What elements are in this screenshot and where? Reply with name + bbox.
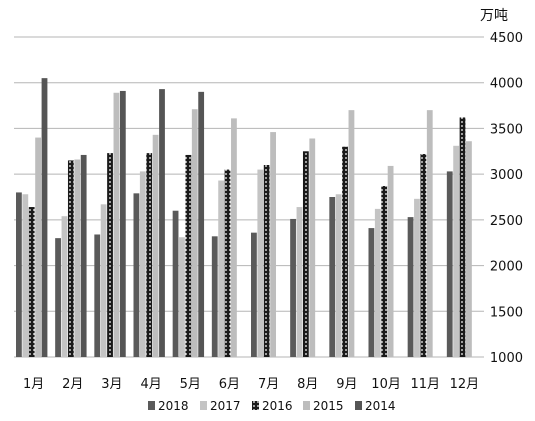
bar-2017-4 (139, 171, 146, 357)
bar-2018-5 (172, 210, 179, 357)
y-tick-label: 2500 (490, 214, 523, 229)
bar-2015-10 (387, 165, 394, 357)
bar-2017-5 (179, 237, 185, 357)
legend-label-2015: 2015 (313, 399, 344, 413)
bar-2017-8 (296, 207, 303, 357)
bar-2016-10 (381, 186, 388, 357)
bar-2015-1 (35, 137, 41, 357)
bar-2016-2 (67, 160, 74, 357)
bar-2016-8 (302, 151, 309, 357)
bar-2014-4 (159, 89, 165, 357)
bar-2018-10 (368, 228, 375, 357)
x-tick-label: 8月 (297, 377, 318, 392)
legend-swatch-2015 (303, 401, 310, 410)
y-tick-label: 4500 (490, 31, 523, 46)
bar-2017-2 (61, 216, 68, 357)
legend-swatch-2016 (252, 401, 259, 410)
bar-2018-2 (55, 238, 61, 357)
bar-2016-5 (185, 154, 192, 357)
legend-swatch-2017 (200, 401, 207, 410)
bar-2014-3 (119, 90, 126, 357)
y-tick-label: 1000 (490, 351, 523, 366)
bar-2018-9 (329, 197, 336, 357)
bar-2017-6 (218, 180, 225, 357)
bar-2018-7 (251, 232, 257, 357)
legend-label-2018: 2018 (158, 399, 189, 413)
bar-2015-7 (270, 132, 276, 357)
legend-swatch-2014 (355, 401, 362, 410)
x-tick-label: 11月 (410, 377, 440, 392)
bar-2015-3 (113, 92, 120, 358)
x-tick-label: 12月 (450, 377, 480, 392)
y-tick-label: 1500 (490, 305, 523, 320)
bar-2016-6 (224, 169, 231, 357)
x-tick-label: 4月 (140, 377, 161, 392)
bar-2016-9 (342, 146, 348, 357)
bar-2015-4 (152, 134, 159, 357)
y-tick-label: 3500 (490, 122, 523, 137)
y-tick-label: 4000 (490, 77, 523, 92)
y-tick-label: 3000 (490, 168, 523, 183)
legend-label-2016: 2016 (262, 399, 293, 413)
legend-label-2017: 2017 (210, 399, 241, 413)
bar-2016-12 (459, 117, 466, 357)
x-tick-label: 3月 (101, 377, 122, 392)
bars (16, 78, 472, 358)
bar-2014-1 (41, 78, 48, 358)
bar-2018-12 (446, 171, 453, 357)
bar-2017-3 (100, 204, 107, 357)
bar-2015-6 (231, 118, 237, 357)
x-tick-label: 1月 (23, 377, 44, 392)
bar-2015-8 (309, 138, 316, 357)
bar-2015-9 (348, 110, 355, 358)
bar-2018-8 (290, 218, 296, 357)
bar-2017-1 (22, 194, 29, 357)
x-tick-label: 2月 (62, 377, 83, 392)
y-tick-label: 2000 (490, 260, 523, 275)
bar-2014-5 (198, 91, 205, 357)
legend: 2018 2017 2016 2015 2014 (148, 399, 396, 413)
bar-2018-4 (133, 193, 140, 357)
bar-2018-1 (16, 192, 22, 357)
x-tick-label: 5月 (180, 377, 201, 392)
bar-2015-12 (466, 141, 472, 357)
bar-2015-5 (191, 109, 198, 357)
bar-2017-12 (453, 145, 460, 357)
bar-2017-9 (335, 194, 342, 357)
bar-2016-3 (107, 153, 113, 357)
x-tick-label: 7月 (258, 377, 279, 392)
bar-2017-10 (374, 208, 381, 357)
x-axis-ticks: 1月 2月 3月 4月 5月 6月 7月 8月 9月 10月 11月 12月 (23, 377, 479, 392)
bar-2015-2 (74, 159, 81, 357)
bar-2018-3 (94, 234, 101, 357)
bar-2015-11 (426, 110, 433, 358)
bar-2016-11 (420, 154, 427, 357)
bar-2016-4 (146, 153, 153, 357)
legend-swatch-2018 (148, 401, 155, 410)
bar-2017-7 (257, 169, 264, 357)
legend-label-2014: 2014 (365, 399, 396, 413)
bar-2018-6 (211, 236, 218, 357)
y-axis-unit-label: 万吨 (480, 8, 508, 24)
bar-2016-1 (28, 207, 35, 357)
bar-2017-11 (414, 198, 420, 357)
bar-2018-11 (407, 217, 414, 357)
x-tick-label: 9月 (336, 377, 357, 392)
bar-2016-7 (263, 165, 270, 357)
y-axis-ticks: 1000 1500 2000 2500 3000 3500 4000 4500 (490, 31, 523, 366)
gridlines (14, 36, 484, 358)
x-tick-label: 6月 (219, 377, 240, 392)
x-tick-label: 10月 (371, 377, 401, 392)
bar-2014-2 (80, 154, 87, 357)
